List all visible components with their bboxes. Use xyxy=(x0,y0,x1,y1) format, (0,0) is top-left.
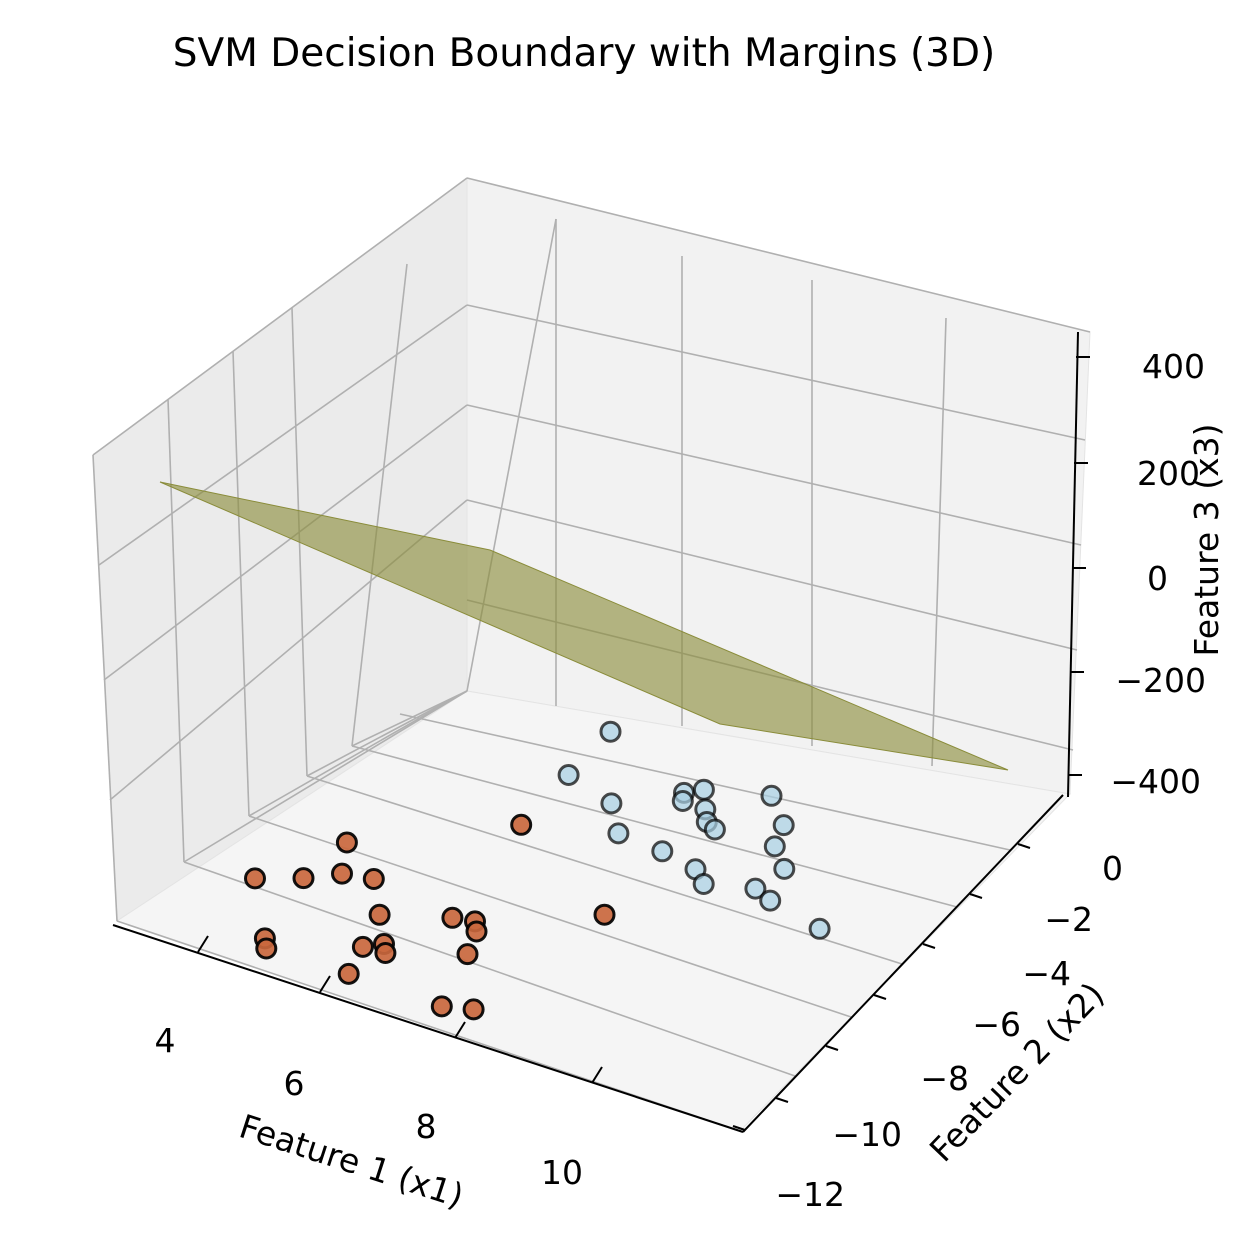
y-tick-label: −6 xyxy=(972,1005,1021,1044)
class-0-point xyxy=(462,998,485,1021)
class-1-point xyxy=(773,857,796,880)
class-1-point xyxy=(772,814,795,837)
class-0-point xyxy=(362,868,385,890)
grid-line xyxy=(466,304,1086,441)
decision-surface-layer xyxy=(159,481,1009,771)
grid-line xyxy=(931,317,947,767)
grid-line xyxy=(306,775,903,965)
class-1-point xyxy=(763,835,786,858)
class-0-point xyxy=(510,813,533,836)
class-1-point xyxy=(599,720,622,743)
x-tick-mark xyxy=(197,935,209,953)
grid-line xyxy=(92,177,468,456)
class-0-point xyxy=(337,962,360,985)
y-tick-mark xyxy=(825,1045,839,1051)
grid-line xyxy=(92,454,118,922)
class-0-point xyxy=(331,862,353,885)
x-tick-mark xyxy=(319,975,331,993)
class-0-point xyxy=(374,942,397,964)
y-axis-line xyxy=(742,794,1064,1133)
class-0-point xyxy=(441,906,464,929)
y-tick-label: −8 xyxy=(920,1059,969,1098)
z-tick-label: 400 xyxy=(1142,347,1205,386)
grid-line xyxy=(351,745,958,908)
y-tick-label: −2 xyxy=(1044,900,1093,939)
class-1-point xyxy=(703,818,726,841)
z-tick-label: 0 xyxy=(1147,559,1168,598)
z-tick-label: −400 xyxy=(1110,762,1201,801)
class-0-point xyxy=(368,903,391,926)
class-0-point xyxy=(430,995,453,1018)
class-0-point xyxy=(593,903,616,926)
class-0-point xyxy=(465,920,488,943)
class-1-point xyxy=(808,917,831,940)
class-1-point xyxy=(744,877,767,900)
class-0-point xyxy=(351,935,374,958)
grid-line xyxy=(466,499,1078,651)
grid-line xyxy=(232,350,250,817)
y-tick-label: 0 xyxy=(1102,849,1123,888)
z-axis-label: Feature 3 (x3) xyxy=(1187,424,1226,657)
y-tick-mark xyxy=(969,893,983,899)
grid-line xyxy=(98,304,468,566)
x-tick-mark xyxy=(591,1066,603,1084)
grid-line xyxy=(351,263,408,747)
z-tick-label: −200 xyxy=(1115,661,1206,700)
grid-line xyxy=(306,690,468,777)
x-tick-label: 10 xyxy=(541,1153,583,1192)
class-1-point xyxy=(692,873,715,895)
axis-ticks xyxy=(197,356,1090,1131)
grid-line xyxy=(167,398,185,863)
x-tick-label: 6 xyxy=(284,1064,305,1103)
class-0-point xyxy=(335,831,358,854)
class-0-point xyxy=(255,937,278,960)
chart-title: SVM Decision Boundary with Margins (3D) xyxy=(173,31,995,76)
y-tick-label: −4 xyxy=(1022,954,1071,993)
y-tick-mark xyxy=(1017,843,1031,849)
grid-line xyxy=(183,861,796,1077)
class-1-point xyxy=(557,764,580,786)
class-1-point xyxy=(671,790,694,812)
grid-line xyxy=(351,690,468,747)
x-tick-label: 8 xyxy=(416,1107,437,1146)
z-axis-line xyxy=(1067,331,1079,798)
y-tick-label: −12 xyxy=(775,1175,845,1214)
y-tick-mark xyxy=(873,994,887,1000)
grid-line xyxy=(466,177,1091,333)
x-tick-label: 4 xyxy=(155,1021,176,1060)
y-tick-mark xyxy=(732,1125,746,1131)
x-tick-mark xyxy=(454,1021,466,1039)
class-1-point xyxy=(651,840,674,863)
z-tick-label: 200 xyxy=(1137,454,1200,493)
y-tick-mark xyxy=(922,943,936,949)
grid-line xyxy=(248,690,468,817)
class-1-point xyxy=(600,792,623,815)
class-0-point xyxy=(456,943,479,966)
data-points-layer xyxy=(244,720,831,1021)
y-tick-label: −10 xyxy=(832,1115,902,1154)
class-0-point xyxy=(292,867,315,890)
grid-line xyxy=(103,404,468,681)
decision-boundary-surface xyxy=(159,481,1009,771)
class-1-point xyxy=(759,889,782,912)
class-1-point xyxy=(692,778,715,801)
class-1-point xyxy=(760,784,783,807)
class-1-point xyxy=(607,822,630,845)
x-axis-line xyxy=(112,924,744,1133)
y-tick-mark xyxy=(775,1097,789,1103)
class-0-point xyxy=(244,867,266,890)
grid-line xyxy=(466,404,1082,546)
grid-line xyxy=(183,690,468,863)
